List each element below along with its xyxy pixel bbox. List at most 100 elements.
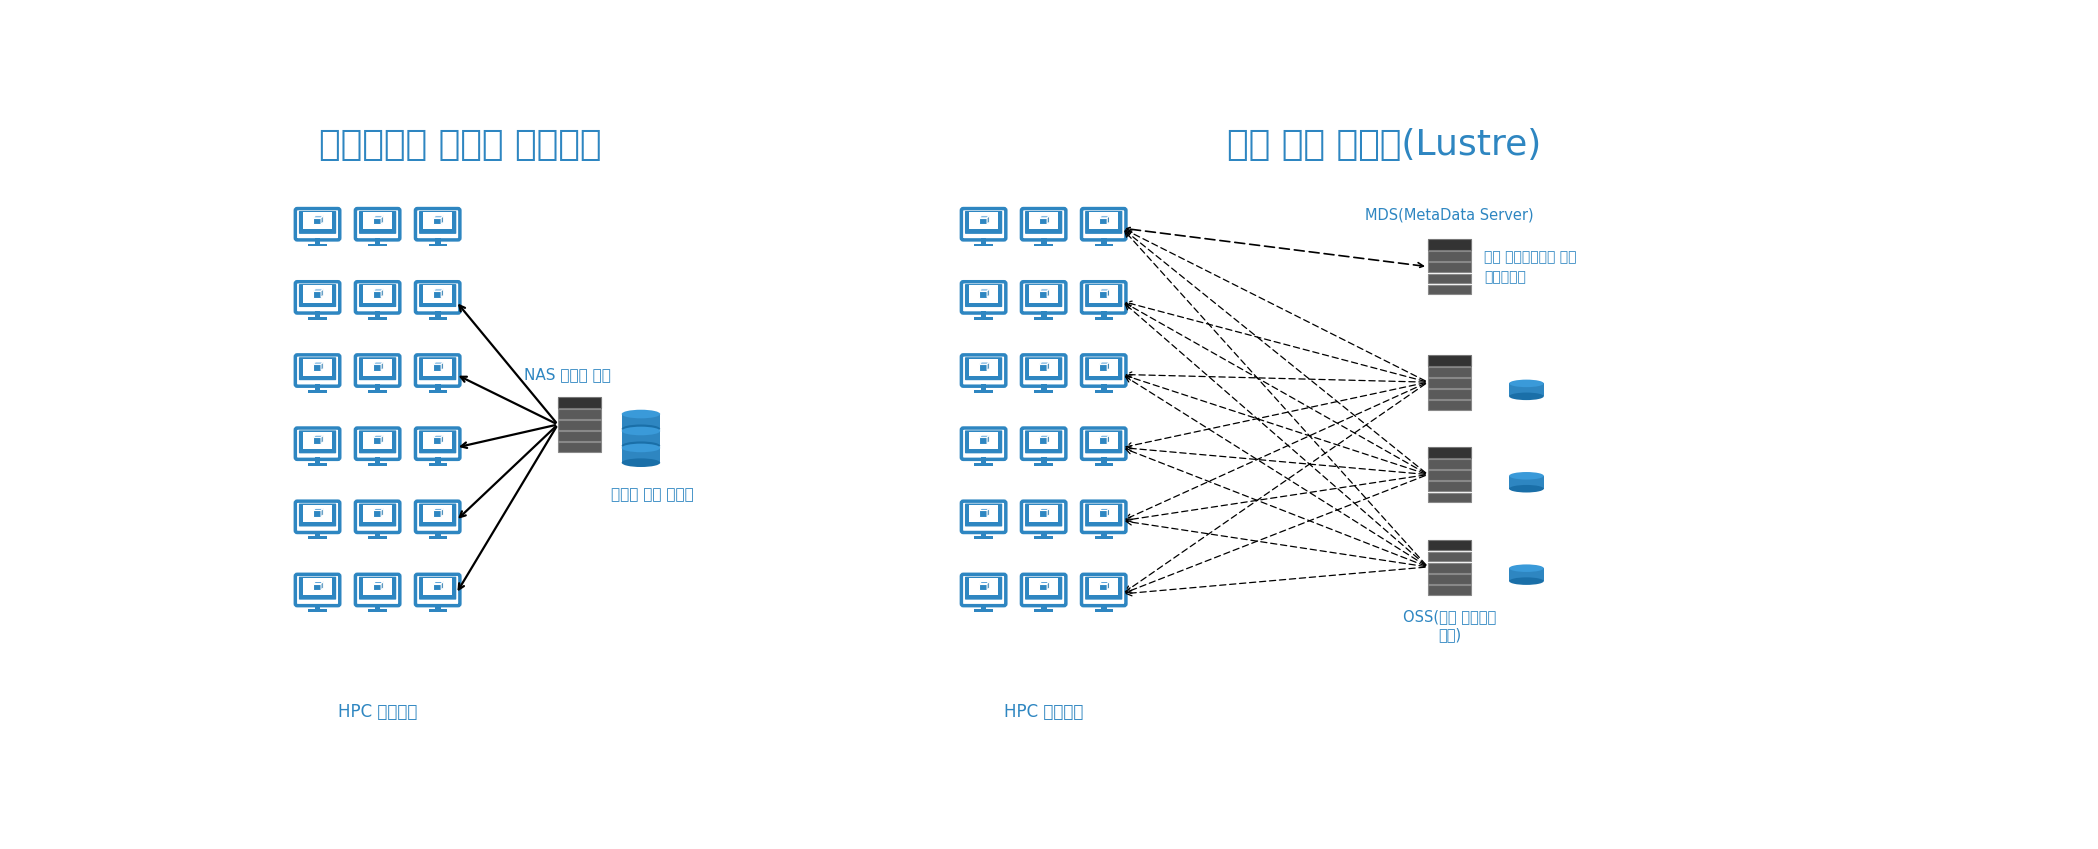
Bar [969, 578, 999, 595]
Polygon shape [313, 216, 323, 218]
Polygon shape [1047, 289, 1049, 297]
FancyBboxPatch shape [359, 576, 397, 599]
Bar [1028, 505, 1057, 522]
Bar [1429, 389, 1471, 399]
Bar [424, 505, 453, 522]
Bar [1041, 311, 1047, 317]
Polygon shape [313, 364, 321, 371]
Polygon shape [373, 509, 384, 510]
Polygon shape [373, 289, 384, 291]
Bar [369, 244, 386, 246]
Polygon shape [1099, 364, 1108, 371]
Polygon shape [1039, 218, 1047, 224]
Polygon shape [441, 509, 443, 517]
Polygon shape [434, 510, 441, 517]
Polygon shape [1039, 289, 1049, 291]
FancyBboxPatch shape [965, 576, 1003, 599]
FancyBboxPatch shape [1080, 282, 1127, 313]
Polygon shape [1108, 436, 1110, 444]
Polygon shape [434, 509, 443, 510]
Polygon shape [980, 364, 988, 371]
Bar [973, 244, 992, 246]
FancyBboxPatch shape [420, 284, 455, 307]
Polygon shape [373, 291, 382, 297]
FancyBboxPatch shape [420, 211, 455, 233]
FancyBboxPatch shape [1026, 284, 1062, 307]
Polygon shape [1099, 216, 1110, 218]
Bar [302, 212, 331, 229]
FancyBboxPatch shape [420, 357, 455, 380]
FancyBboxPatch shape [415, 501, 459, 532]
FancyBboxPatch shape [296, 355, 340, 386]
Bar [1508, 568, 1544, 581]
FancyBboxPatch shape [296, 428, 340, 459]
FancyBboxPatch shape [1080, 501, 1127, 532]
Bar [1429, 459, 1471, 469]
Bar [980, 531, 986, 537]
Bar [1101, 385, 1106, 390]
Bar [1041, 238, 1047, 244]
Polygon shape [1047, 436, 1049, 444]
Polygon shape [382, 216, 384, 224]
Text: 메타데이터: 메타데이터 [1483, 271, 1525, 284]
Polygon shape [373, 510, 382, 517]
Bar [973, 464, 992, 466]
FancyBboxPatch shape [1026, 211, 1062, 233]
FancyBboxPatch shape [296, 574, 340, 605]
Bar [1429, 251, 1471, 261]
Text: 디스크 하위 시스템: 디스크 하위 시스템 [611, 487, 694, 503]
Bar [308, 317, 327, 319]
Bar [424, 212, 453, 229]
Polygon shape [980, 289, 990, 291]
Polygon shape [382, 582, 384, 590]
Polygon shape [1039, 509, 1049, 510]
Bar [1089, 578, 1118, 595]
Ellipse shape [621, 424, 661, 433]
Polygon shape [980, 582, 990, 583]
Polygon shape [373, 218, 382, 224]
Bar [302, 431, 331, 449]
FancyBboxPatch shape [415, 282, 459, 313]
Polygon shape [321, 289, 323, 297]
Bar [1429, 552, 1471, 561]
Polygon shape [1047, 582, 1049, 590]
Polygon shape [1099, 362, 1110, 364]
Polygon shape [980, 291, 988, 297]
Bar [1429, 492, 1471, 503]
FancyBboxPatch shape [355, 282, 401, 313]
Polygon shape [1047, 509, 1049, 517]
Text: 모든 클라이언트의 모든: 모든 클라이언트의 모든 [1483, 250, 1576, 264]
Bar [1034, 610, 1053, 612]
FancyBboxPatch shape [355, 355, 401, 386]
Polygon shape [313, 583, 321, 590]
Bar [973, 610, 992, 612]
Bar [1429, 356, 1471, 366]
Text: HPC 클러스터: HPC 클러스터 [1005, 703, 1083, 722]
Polygon shape [373, 583, 382, 590]
FancyBboxPatch shape [420, 430, 455, 453]
Bar [428, 317, 447, 319]
FancyBboxPatch shape [415, 355, 459, 386]
Bar [434, 531, 441, 537]
Polygon shape [980, 216, 990, 218]
Bar [1429, 273, 1471, 284]
Bar [428, 464, 447, 466]
Polygon shape [1108, 289, 1110, 297]
Polygon shape [1039, 582, 1049, 583]
FancyBboxPatch shape [1080, 428, 1127, 459]
Bar [1508, 475, 1544, 489]
Bar [1429, 447, 1471, 458]
Bar [1095, 464, 1112, 466]
Polygon shape [1039, 291, 1047, 297]
Bar [1041, 458, 1047, 464]
Polygon shape [1039, 510, 1047, 517]
Bar [369, 610, 386, 612]
Bar [363, 431, 392, 449]
FancyBboxPatch shape [1085, 430, 1122, 453]
FancyBboxPatch shape [420, 576, 455, 599]
Bar [363, 578, 392, 595]
Polygon shape [980, 510, 988, 517]
Bar [621, 448, 661, 463]
Polygon shape [434, 218, 441, 224]
Bar [302, 285, 331, 302]
